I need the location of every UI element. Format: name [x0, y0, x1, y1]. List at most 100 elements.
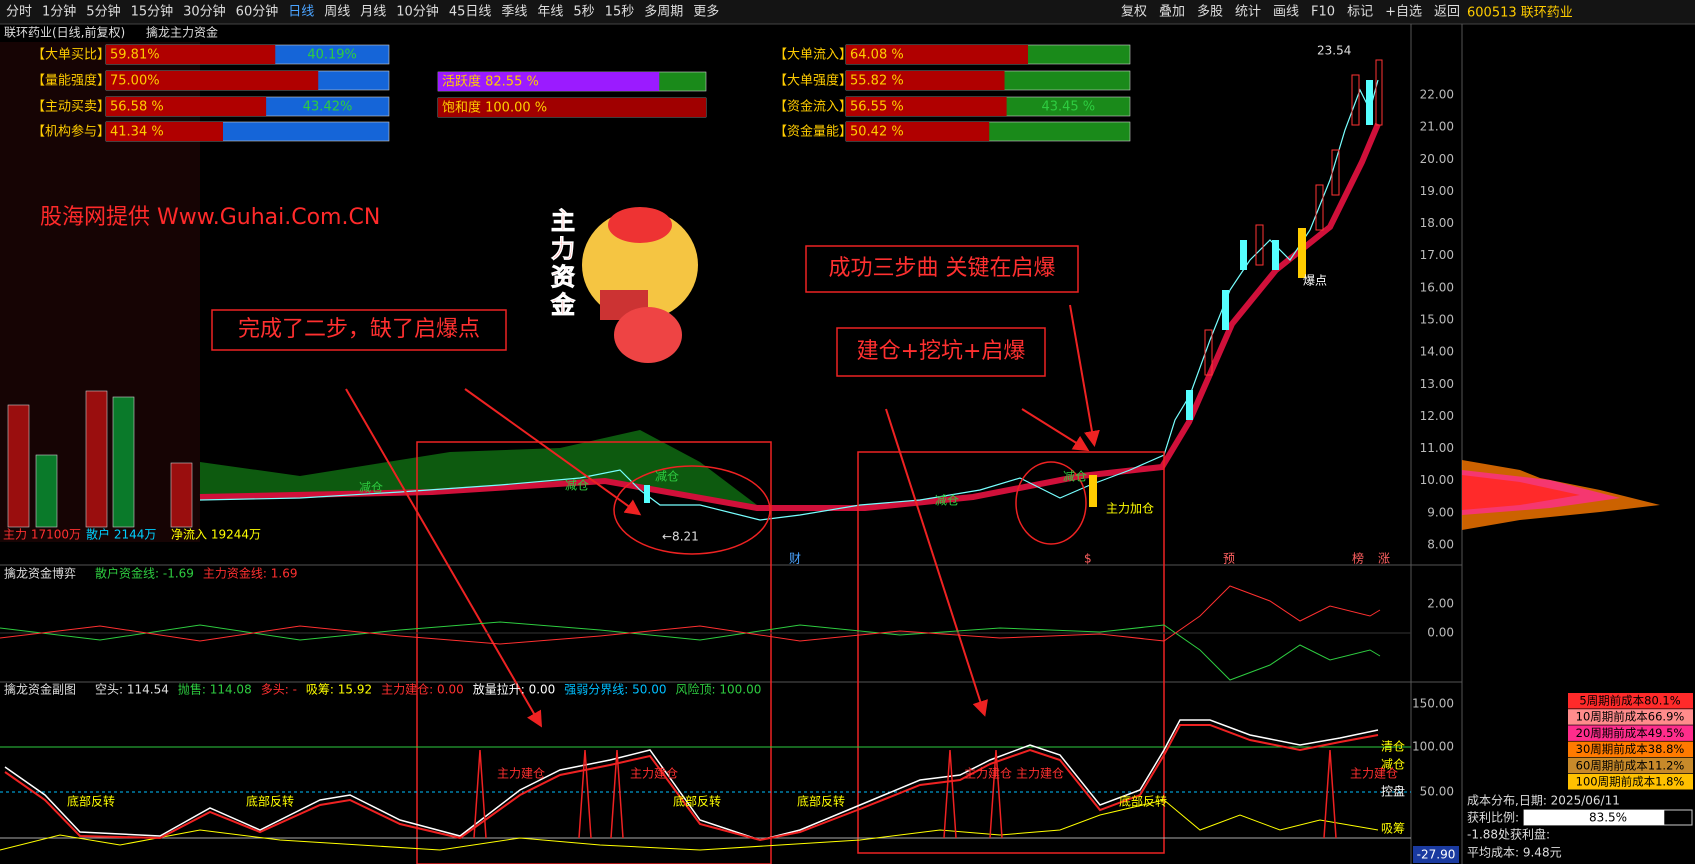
gauge-label: 【大单流入】	[774, 48, 852, 63]
main-force-line	[0, 585, 1381, 645]
gauge-value: 75.00%	[110, 74, 160, 89]
gauge-bar	[438, 98, 706, 117]
side-label: 清仓	[1381, 740, 1405, 754]
gauge-bar	[106, 122, 223, 141]
price-tick: 8.00	[1427, 537, 1454, 551]
gauge-rest: 40.19%	[307, 48, 357, 63]
indicator-value: 抛售: 114.08	[178, 682, 252, 697]
period-tab[interactable]: 60分钟	[236, 4, 279, 20]
period-tab[interactable]: 1分钟	[42, 4, 76, 20]
callout-box	[805, 245, 1079, 293]
chart-label: ←8.21	[662, 530, 699, 544]
flow-label: 散户 2144万	[86, 527, 156, 542]
arrow	[885, 408, 988, 717]
gauge-bar	[106, 97, 267, 116]
gauge-label: 【机构参与】	[32, 124, 110, 140]
gauge-bar	[846, 45, 1028, 64]
chart-label: 减仓	[565, 479, 589, 493]
period-tab[interactable]: 更多	[693, 4, 719, 20]
chart-label: 减仓	[935, 494, 959, 508]
tool-button[interactable]: 叠加	[1159, 5, 1185, 20]
chart-label: 减仓	[359, 481, 383, 495]
chart-label: 爆点	[1303, 274, 1327, 288]
badge-char: 资	[551, 263, 575, 291]
period-tab[interactable]: 5秒	[573, 5, 594, 20]
gauge-value: 56.55 %	[850, 100, 904, 115]
arrow	[1069, 304, 1100, 447]
price-tick: 15.00	[1420, 312, 1454, 326]
cost-profile	[1462, 460, 1660, 530]
stock-name: 600513 联环药业	[1467, 6, 1573, 21]
highlight-ellipse	[613, 465, 771, 555]
gauge-bar	[846, 71, 1005, 90]
signal-label: 底部反转	[673, 794, 721, 809]
signal-label: 底部反转	[67, 794, 115, 809]
candle	[1089, 475, 1097, 507]
gauge-bar	[846, 97, 1007, 116]
low-axis-box	[1413, 846, 1459, 863]
flow-bar	[85, 390, 108, 528]
price-tick: 17.00	[1420, 248, 1454, 262]
arrow	[464, 388, 642, 516]
price-tick: 16.00	[1420, 280, 1454, 294]
indicator2-title: 擒龙资金副图	[4, 682, 76, 697]
spike	[473, 749, 487, 839]
gauge-rest: 43.45 %	[1041, 100, 1095, 115]
watermark: 股海网提供 Www.Guhai.Com.CN	[40, 205, 380, 230]
period-tab[interactable]: 周线	[324, 5, 350, 20]
gauge-value: 56.58 %	[110, 100, 164, 115]
highlight-box	[416, 441, 772, 864]
period-tab[interactable]: 月线	[360, 5, 386, 20]
tool-button[interactable]: F10	[1311, 5, 1335, 20]
candle	[1315, 184, 1324, 231]
highlight-box	[857, 451, 1165, 854]
chart-title: 联环药业(日线,前复权)	[4, 25, 125, 40]
signal-label: 主力建仓	[630, 767, 678, 781]
period-tab[interactable]: 15秒	[605, 5, 635, 20]
gauge-label: 【量能强度】	[32, 73, 110, 89]
highlight-ellipse	[1015, 461, 1087, 545]
cost-row	[1568, 725, 1693, 741]
gauge-value: 55.82 %	[850, 74, 904, 89]
gauge-rest: 43.42%	[303, 100, 353, 115]
gauge-value: 59.81%	[110, 48, 160, 63]
indicator1-tick: 0.00	[1427, 626, 1454, 640]
chart-label: 主力加仓	[1106, 502, 1154, 516]
period-tab[interactable]: 年线	[537, 5, 563, 20]
gauge-bar	[106, 45, 276, 64]
indicator-value: 放量拉升: 0.00	[473, 682, 556, 697]
indicator-value: 吸筹: 15.92	[306, 683, 372, 697]
tool-button[interactable]: 统计	[1235, 5, 1261, 20]
accumulation-line	[0, 799, 1379, 851]
period-tab[interactable]: 45日线	[449, 5, 492, 20]
side-label: 吸筹	[1381, 822, 1405, 836]
tool-button[interactable]: 复权	[1121, 4, 1147, 20]
arrow	[1021, 408, 1090, 452]
cost-row-text: 5周期前成本80.1%	[1579, 694, 1680, 708]
tool-button[interactable]: 标记	[1347, 5, 1373, 20]
period-tab[interactable]: 30分钟	[183, 4, 226, 20]
signal-label: 主力建仓	[1016, 767, 1064, 781]
period-tab[interactable]: 季线	[501, 5, 527, 20]
indicator-value: 多头: -	[261, 683, 297, 697]
period-tab[interactable]: 日线	[288, 5, 314, 20]
tool-button[interactable]: 返回	[1434, 5, 1460, 20]
cost-row	[1568, 709, 1693, 725]
tool-button[interactable]: +自选	[1385, 5, 1422, 20]
gauge-value: 饱和度 100.00 %	[442, 100, 547, 116]
signal-label: 底部反转	[1119, 794, 1167, 809]
period-tab[interactable]: 分时	[6, 5, 32, 20]
period-tab[interactable]: 10分钟	[396, 4, 439, 20]
period-tab[interactable]: 15分钟	[131, 4, 174, 20]
tool-button[interactable]: 多股	[1197, 4, 1223, 20]
event-marker: 预	[1223, 552, 1235, 566]
tool-button[interactable]: 画线	[1273, 5, 1299, 20]
mascot-hat	[608, 207, 672, 243]
indicator-value: 空头: 114.54	[95, 683, 169, 697]
period-tab[interactable]: 5分钟	[86, 4, 120, 20]
signal-label: 底部反转	[246, 794, 294, 809]
indicator-name: 擒龙主力资金	[146, 25, 218, 40]
candle	[644, 485, 650, 503]
period-tab[interactable]: 多周期	[644, 4, 683, 20]
